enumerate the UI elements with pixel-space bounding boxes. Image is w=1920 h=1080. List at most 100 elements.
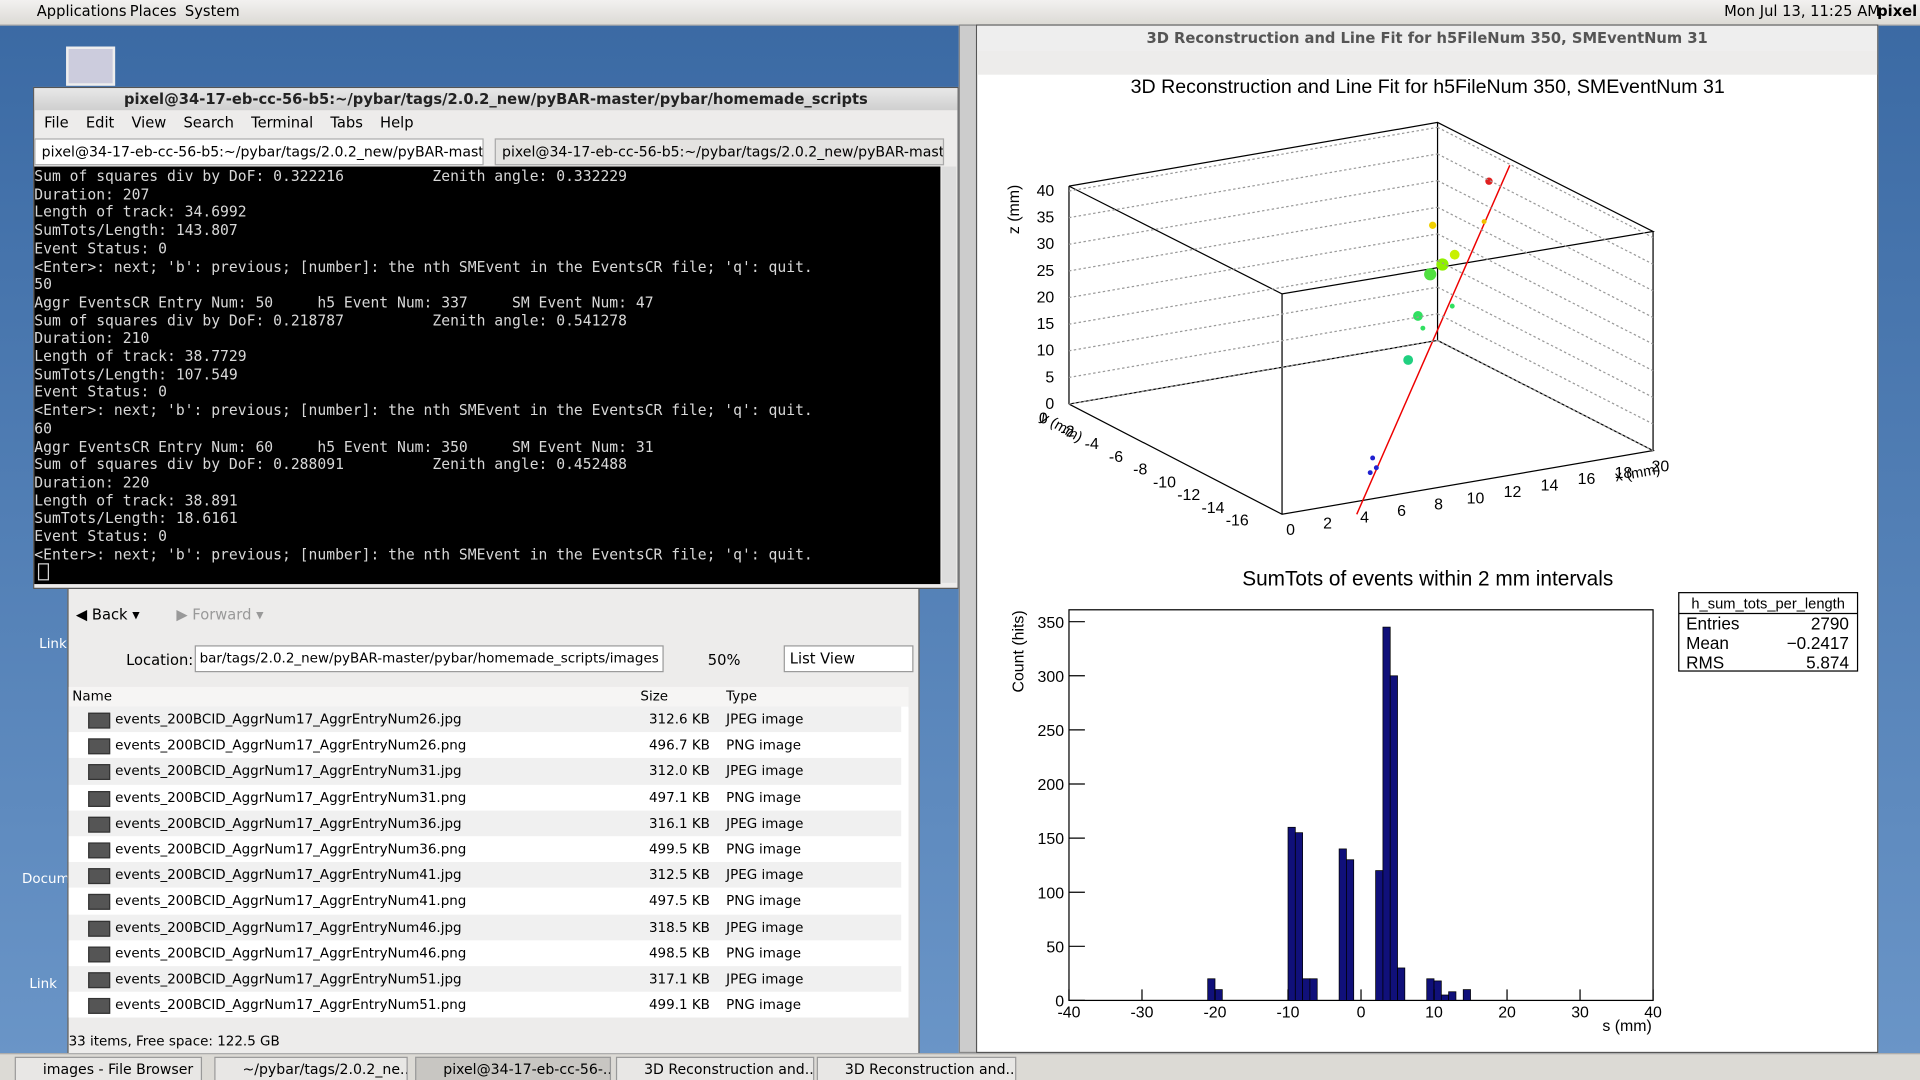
z-axis-label: z (mm) — [1006, 185, 1023, 234]
file-icon — [88, 712, 111, 729]
z-tick-label: 15 — [1037, 316, 1055, 333]
menu-item[interactable]: Edit — [85, 113, 115, 132]
y-tick-label: -10 — [1153, 474, 1176, 491]
x-tick-label: 20 — [1652, 458, 1670, 475]
stats-key: Entries — [1686, 613, 1739, 633]
back-button[interactable]: ◀ Back ▾ — [75, 606, 140, 624]
terminal-line: 60 — [34, 419, 52, 437]
menu-item[interactable]: Tabs — [330, 113, 363, 132]
stats-value: −0.2417 — [1787, 633, 1849, 653]
z-grid-line — [1437, 206, 1654, 318]
file-row[interactable]: events_200BCID_AggrNum17_AggrEntryNum26.… — [68, 732, 902, 759]
file-icon — [88, 868, 111, 885]
menu-item[interactable]: File — [44, 113, 69, 132]
forward-button[interactable]: ▶ Forward ▾ — [176, 606, 264, 624]
file-icon — [88, 816, 111, 833]
file-size: 498.5 KB — [648, 945, 710, 961]
file-row[interactable]: events_200BCID_AggrNum17_AggrEntryNum51.… — [68, 992, 902, 1018]
file-row[interactable]: events_200BCID_AggrNum17_AggrEntryNum46.… — [68, 940, 902, 967]
panel-menu[interactable]: System — [184, 2, 240, 20]
file-icon — [88, 764, 111, 781]
y-tick-label: 100 — [1038, 885, 1065, 902]
column-title[interactable]: Size — [640, 688, 669, 705]
file-row[interactable]: events_200BCID_AggrNum17_AggrEntryNum41.… — [68, 862, 902, 889]
file-row[interactable]: events_200BCID_AggrNum17_AggrEntryNum36.… — [68, 810, 902, 837]
menu-item[interactable]: Terminal — [251, 113, 314, 132]
view-select[interactable]: List View — [783, 645, 914, 673]
z-tick-label: 30 — [1037, 236, 1055, 253]
stats-key: Mean — [1686, 633, 1729, 653]
plot-canvas: 3D Reconstruction and Line Fit for h5Fil… — [1006, 76, 1859, 1035]
panel-menu[interactable]: Applications — [36, 2, 127, 20]
terminal-scrollbar[interactable] — [941, 166, 957, 583]
terminal-line: Duration: 207 — [34, 185, 150, 203]
location-field[interactable]: bar/tags/2.0.2_new/pyBAR-master/pybar/ho… — [194, 645, 664, 673]
column-title[interactable]: Type — [726, 688, 758, 705]
file-name: events_200BCID_AggrNum17_AggrEntryNum36.… — [115, 841, 467, 858]
y-tick-label: -14 — [1201, 500, 1224, 517]
terminal-line: Duration: 210 — [34, 329, 150, 347]
x-tick-label: -20 — [1204, 1005, 1227, 1022]
file-type: PNG image — [726, 945, 802, 961]
taskbar-item[interactable]: images - File Browser — [14, 1056, 203, 1080]
user-name[interactable]: pixel — [1877, 2, 1918, 20]
file-row[interactable]: events_200BCID_AggrNum17_AggrEntryNum36.… — [68, 836, 902, 863]
y-tick-label: -8 — [1133, 462, 1147, 479]
terminal-line: SumTots/Length: 107.549 — [34, 365, 238, 383]
terminal-line: SumTots/Length: 18.6161 — [34, 509, 238, 527]
file-row[interactable]: events_200BCID_AggrNum17_AggrEntryNum51.… — [68, 966, 902, 993]
x-tick-label: -40 — [1057, 1005, 1080, 1022]
y-tick-label: 250 — [1038, 723, 1065, 740]
file-icon — [88, 946, 111, 963]
terminal-output[interactable]: Sum of squares div by DoF: 0.322216 Zeni… — [34, 166, 941, 585]
desktop-icon-label[interactable]: Link — [29, 975, 57, 992]
column-title[interactable]: Name — [72, 688, 112, 705]
taskbar-item[interactable]: 3D Reconstruction and... — [615, 1056, 815, 1080]
x-tick-label: 0 — [1357, 1005, 1366, 1022]
bar — [1462, 989, 1471, 1001]
file-row[interactable]: events_200BCID_AggrNum17_AggrEntryNum46.… — [68, 914, 902, 941]
desktop-icon-label[interactable]: Link — [39, 635, 67, 652]
menu-item[interactable]: Help — [380, 113, 414, 132]
z-tick-label: 25 — [1037, 263, 1055, 280]
taskbar-item[interactable]: pixel@34-17-eb-cc-56-... — [415, 1056, 612, 1080]
file-name: events_200BCID_AggrNum17_AggrEntryNum46.… — [115, 919, 462, 936]
plot-window: 3D Reconstruction and Line Fit for h5Fil… — [975, 24, 1879, 1054]
panel-menu[interactable]: Places — [129, 2, 177, 20]
y-tick-label: -12 — [1177, 487, 1200, 504]
computer-icon[interactable] — [66, 46, 116, 86]
taskbar-item[interactable]: ~/pybar/tags/2.0.2_ne... — [214, 1056, 408, 1080]
taskbar-item[interactable]: 3D Reconstruction and... — [816, 1056, 1017, 1080]
x-tick-label: 10 — [1467, 490, 1485, 507]
terminal-tab[interactable]: pixel@34-17-eb-cc-56-b5:~/pybar/tags/2.0… — [494, 138, 945, 166]
bar — [1375, 870, 1384, 1001]
x-tick-label: 14 — [1541, 478, 1559, 495]
location-label: Location: — [126, 651, 194, 669]
file-type: PNG image — [726, 996, 802, 1013]
menu-item[interactable]: View — [131, 113, 167, 132]
file-size: 499.5 KB — [648, 841, 710, 858]
file-row[interactable]: events_200BCID_AggrNum17_AggrEntryNum26.… — [68, 706, 902, 733]
file-name: events_200BCID_AggrNum17_AggrEntryNum26.… — [115, 737, 467, 754]
file-size: 497.1 KB — [648, 789, 710, 806]
menu-item[interactable]: Search — [183, 113, 234, 132]
terminal-tab[interactable]: pixel@34-17-eb-cc-56-b5:~/pybar/tags/2.0… — [34, 138, 484, 166]
z-grid-line — [1068, 206, 1438, 272]
y-tick-label: 0 — [1039, 411, 1048, 428]
terminal-line: Event Status: 0 — [34, 239, 167, 257]
x-tick-label: 16 — [1578, 471, 1596, 488]
z-tick-label: 10 — [1037, 343, 1055, 360]
z-grid-line — [1437, 286, 1654, 398]
z-grid-line — [1437, 233, 1654, 345]
plot-window-toolbar — [977, 50, 1878, 75]
clock[interactable]: Mon Jul 13, 11:25 AM — [1724, 2, 1880, 20]
file-row[interactable]: events_200BCID_AggrNum17_AggrEntryNum31.… — [68, 784, 902, 811]
file-icon — [88, 842, 111, 859]
file-row[interactable]: events_200BCID_AggrNum17_AggrEntryNum41.… — [68, 888, 902, 915]
file-row[interactable]: events_200BCID_AggrNum17_AggrEntryNum31.… — [68, 758, 902, 785]
desktop-icon-label[interactable]: Docum — [22, 870, 70, 887]
top-panel: Applications Places System Mon Jul 13, 11:… — [0, 0, 1920, 26]
z-grid-line — [1068, 313, 1438, 379]
forward-label: Forward — [192, 606, 252, 624]
file-size: 318.5 KB — [648, 919, 710, 936]
